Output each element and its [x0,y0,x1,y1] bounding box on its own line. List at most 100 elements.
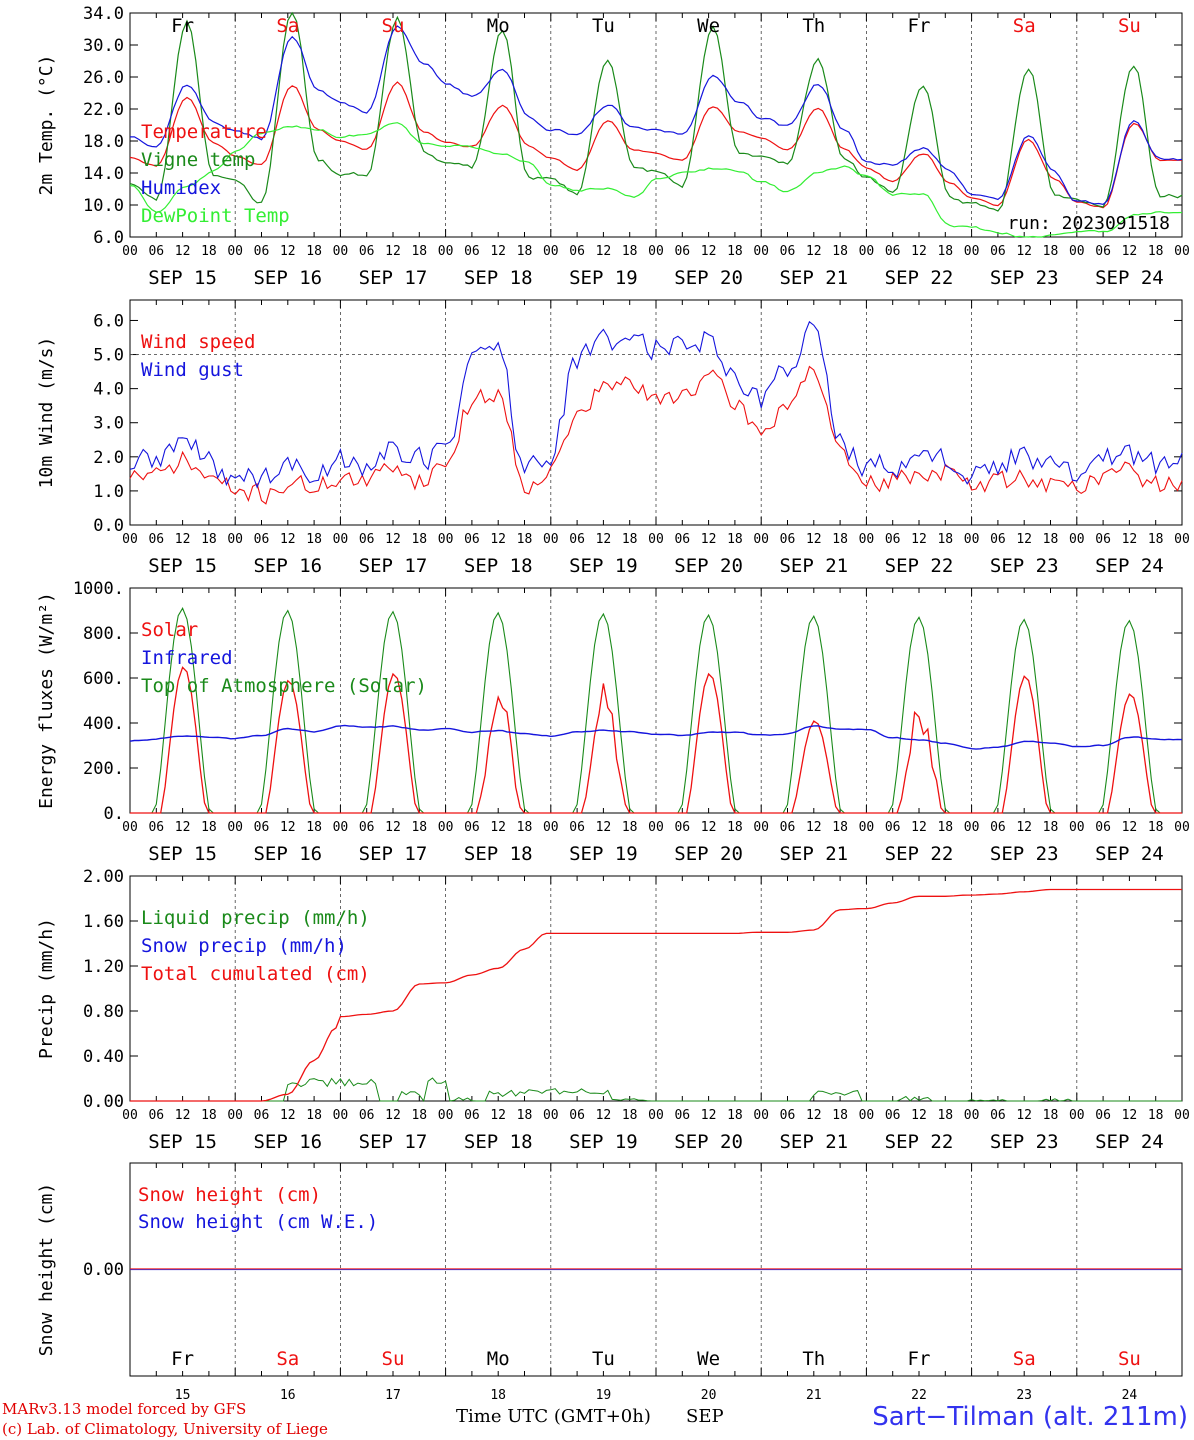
hour-label: 18 [517,532,533,547]
hour-label: 00 [333,1108,349,1123]
series-total-cumulated-cm [130,888,1182,1102]
hour-label: 06 [254,244,270,259]
y-tick-label: 200. [83,759,124,779]
date-label: SEP 21 [779,1131,848,1153]
y-tick-label: 0.40 [83,1047,124,1067]
hour-label: 00 [543,244,559,259]
y-tick-label: 1.0 [93,482,124,502]
hour-label: 06 [1095,532,1111,547]
hour-label: 12 [1122,244,1138,259]
y-tick-label: 0.00 [83,1092,124,1112]
hour-label: 00 [648,244,664,259]
hour-label: 12 [701,1108,717,1123]
hour-label: 12 [280,244,296,259]
day-number: 22 [911,1388,927,1403]
hour-label: 18 [832,532,848,547]
y-tick-label: 400. [83,714,124,734]
hour-label: 06 [1095,244,1111,259]
hour-label: 18 [937,820,953,835]
hour-label: 06 [885,820,901,835]
legend-vigne-temp: Vigne temp [141,149,255,171]
date-label: SEP 24 [1095,267,1164,289]
hour-label: 18 [1043,244,1059,259]
y-axis-label: Precip (mm/h) [36,918,57,1059]
hour-label: 12 [490,244,506,259]
hour-label: 18 [1148,820,1164,835]
date-label: SEP 18 [464,843,533,865]
day-number: 21 [806,1388,822,1403]
hour-label: 06 [148,532,164,547]
hour-label: 18 [306,532,322,547]
hour-label: 12 [175,820,191,835]
legend-snow-height-cm: Snow height (cm) [138,1184,321,1206]
day-abbrev: Su [1118,1348,1141,1370]
hour-label: 00 [543,820,559,835]
hour-label: 06 [780,244,796,259]
date-label: SEP 20 [674,843,743,865]
hour-label: 18 [201,244,217,259]
hour-label: 00 [438,1108,454,1123]
lab-credit: (c) Lab. of Climatology, University of L… [2,1420,328,1438]
date-label: SEP 18 [464,555,533,577]
date-label: SEP 17 [359,843,428,865]
day-number: 16 [280,1388,296,1403]
hour-label: 12 [1122,820,1138,835]
hour-label: 18 [517,820,533,835]
hour-label: 00 [1069,532,1085,547]
hour-label: 00 [753,820,769,835]
series-liquid-precip-mm-h [130,1077,1182,1103]
date-label: SEP 15 [148,555,217,577]
hour-label: 00 [1174,532,1190,547]
hour-label: 12 [596,820,612,835]
hour-label: 00 [753,1108,769,1123]
hour-label: 06 [569,244,585,259]
hour-label: 12 [490,532,506,547]
hour-label: 18 [411,820,427,835]
day-abbrev: Mo [487,15,510,37]
y-tick-label: 26.0 [83,68,124,88]
day-abbrev: Sa [276,15,299,37]
hour-label: 06 [674,1108,690,1123]
hour-label: 06 [674,244,690,259]
y-tick-label: 0. [104,804,124,824]
day-number: 23 [1016,1388,1032,1403]
hour-label: 18 [727,820,743,835]
hour-label: 00 [1174,820,1190,835]
series-solar [130,666,1182,814]
y-tick-label: 6.0 [93,228,124,248]
legend-snow-precip-mm-h: Snow precip (mm/h) [141,935,347,957]
hour-label: 12 [911,532,927,547]
y-tick-label: 2.00 [83,867,124,887]
hour-label: 06 [148,244,164,259]
day-abbrev: Sa [276,1348,299,1370]
hour-label: 06 [885,1108,901,1123]
hour-label: 06 [885,244,901,259]
hour-label: 06 [148,820,164,835]
y-tick-label: 0.0 [93,516,124,536]
hour-label: 12 [806,532,822,547]
y-tick-label: 800. [83,624,124,644]
hour-label: 00 [122,820,138,835]
hour-label: 06 [359,532,375,547]
date-label: SEP 16 [253,555,322,577]
station-title: Sart−Tilman (alt. 211m) [872,1402,1188,1432]
hour-label: 12 [280,532,296,547]
hour-label: 00 [333,244,349,259]
day-abbrev: Fr [171,1348,194,1370]
date-label: SEP 20 [674,267,743,289]
date-label: SEP 22 [885,843,954,865]
hour-label: 18 [622,820,638,835]
date-label: SEP 22 [885,267,954,289]
hour-label: 06 [569,1108,585,1123]
y-tick-label: 600. [83,669,124,689]
hour-label: 18 [1148,532,1164,547]
hour-label: 06 [990,820,1006,835]
date-label: SEP 20 [674,555,743,577]
hour-label: 00 [859,820,875,835]
model-credit: MARv3.13 model forced by GFS [2,1400,247,1418]
day-abbrev: Sa [1013,1348,1036,1370]
hour-label: 00 [333,532,349,547]
series-dewpoint-temp [129,122,1183,238]
day-abbrev: Fr [908,1348,931,1370]
series-temperature [129,81,1182,209]
